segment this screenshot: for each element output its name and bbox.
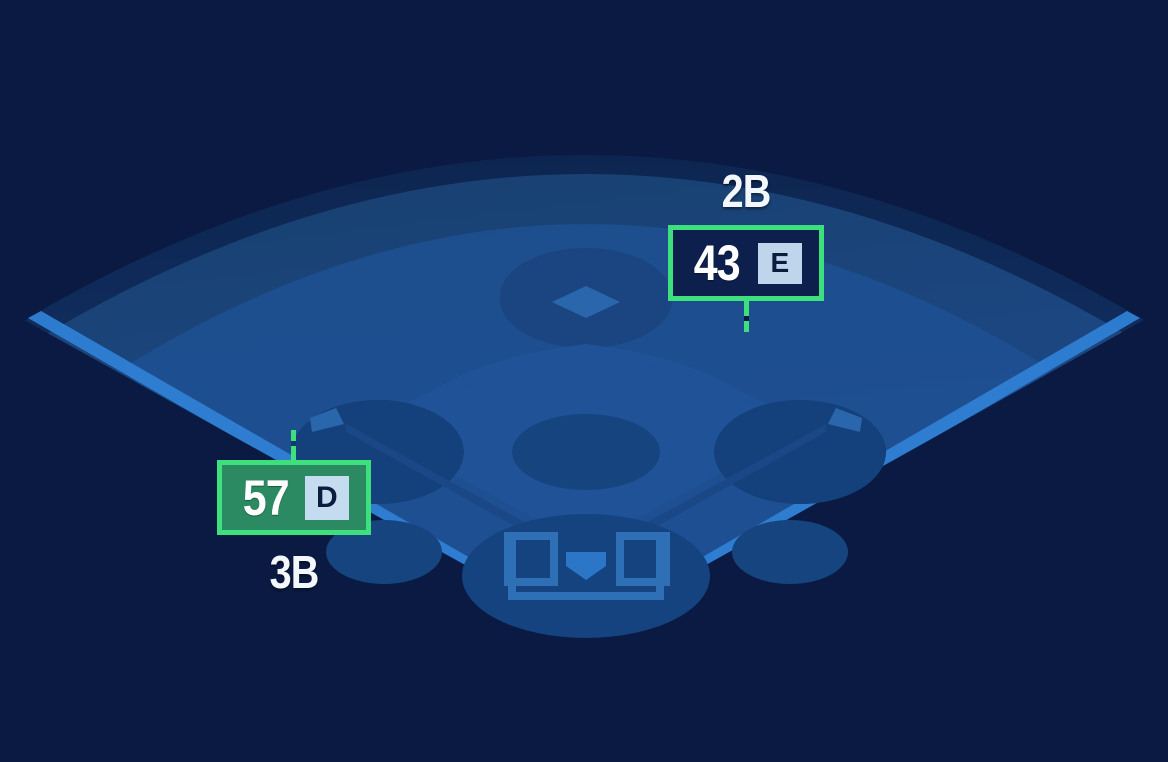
grade-badge-3b: D <box>304 475 349 520</box>
position-label-2b: 2B <box>721 165 772 217</box>
player-marker-2b[interactable]: 43 E <box>668 225 824 301</box>
jersey-number-3b: 57 <box>242 469 290 526</box>
second-base <box>552 286 620 318</box>
home-plate <box>566 552 606 580</box>
leader-line-2b-gap <box>744 316 749 321</box>
right-corner-dirt <box>732 520 848 584</box>
left-corner-dirt <box>326 520 442 584</box>
player-marker-3b[interactable]: 57 D <box>217 460 371 535</box>
player-marker-2b-box[interactable]: 43 E <box>668 225 824 301</box>
leader-line-3b-gap <box>291 441 296 446</box>
pitchers-mound <box>512 414 660 490</box>
batters-box-left <box>504 532 558 586</box>
grade-badge-2b: E <box>757 242 802 284</box>
first-base <box>828 408 862 432</box>
player-marker-3b-box[interactable]: 57 D <box>217 460 371 535</box>
batters-box-right <box>616 532 670 586</box>
jersey-number-2b: 43 <box>693 235 741 291</box>
position-label-3b: 3B <box>269 546 320 598</box>
third-base <box>310 408 344 432</box>
